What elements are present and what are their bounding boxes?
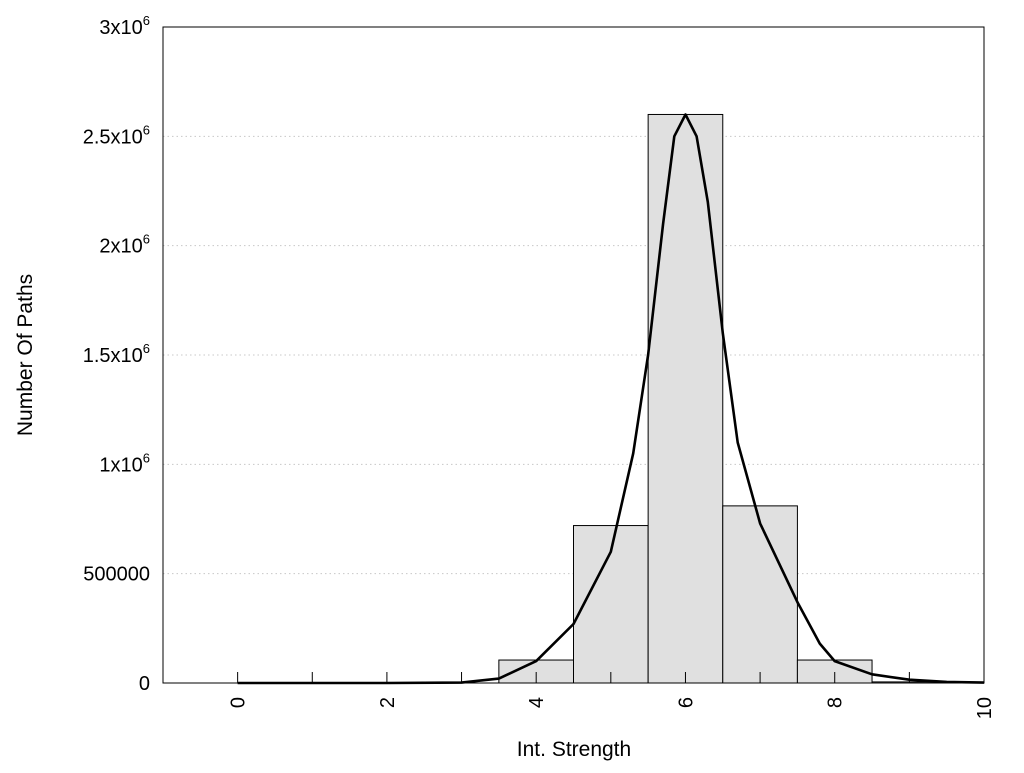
y-tick-label: 500000 xyxy=(83,564,150,586)
x-axis-title: Int. Strength xyxy=(517,738,631,761)
density-curve xyxy=(237,113,985,685)
bars xyxy=(498,113,948,684)
grid-lines xyxy=(163,135,984,575)
y-tick-label: 0 xyxy=(139,673,150,695)
x-tick-label: 8 xyxy=(825,697,847,708)
x-tick-label: 4 xyxy=(526,697,548,708)
bar xyxy=(722,505,798,684)
x-tick-label: 6 xyxy=(675,697,697,708)
y-tick-label: 2x106 xyxy=(99,232,150,258)
plot-frame xyxy=(162,26,985,684)
y-tick-label: 2.5x106 xyxy=(83,122,150,148)
y-tick-label: 1x106 xyxy=(99,450,150,476)
bar xyxy=(573,525,649,684)
y-ticks: 0 500000 1x106 1.5x106 2x106 2.5x106 3x106 xyxy=(83,13,150,695)
x-tick-label: 10 xyxy=(974,697,996,719)
y-axis-title: Number Of Paths xyxy=(14,274,37,436)
x-ticks: 0 2 4 6 8 10 xyxy=(228,672,996,719)
x-tick-label: 2 xyxy=(377,697,399,708)
bar xyxy=(647,113,724,684)
x-tick-label: 0 xyxy=(228,697,250,708)
y-tick-label: 3x106 xyxy=(99,13,150,39)
y-tick-label: 1.5x106 xyxy=(83,341,150,367)
